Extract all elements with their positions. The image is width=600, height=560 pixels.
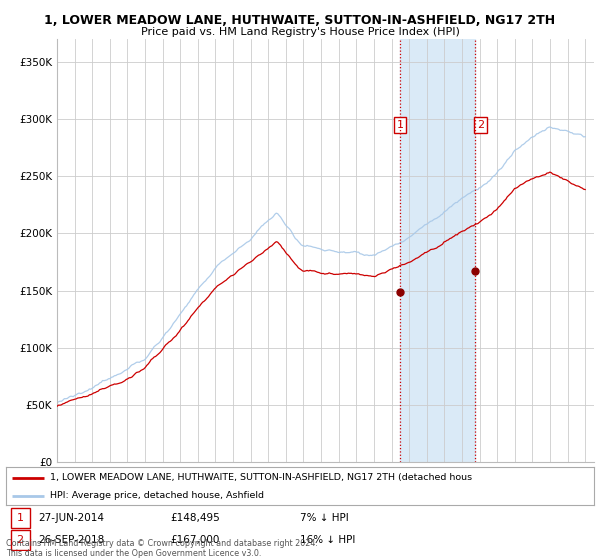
Text: 1: 1	[17, 514, 23, 523]
Text: 7% ↓ HPI: 7% ↓ HPI	[300, 514, 349, 523]
FancyBboxPatch shape	[11, 530, 29, 550]
Text: Contains HM Land Registry data © Crown copyright and database right 2024.
This d: Contains HM Land Registry data © Crown c…	[6, 539, 318, 558]
Text: Price paid vs. HM Land Registry's House Price Index (HPI): Price paid vs. HM Land Registry's House …	[140, 27, 460, 37]
Text: 2: 2	[17, 535, 23, 545]
Text: HPI: Average price, detached house, Ashfield: HPI: Average price, detached house, Ashf…	[50, 491, 264, 500]
Text: 1: 1	[397, 120, 404, 130]
Text: £148,495: £148,495	[170, 514, 220, 523]
Text: 27-JUN-2014: 27-JUN-2014	[38, 514, 104, 523]
Text: 2: 2	[476, 120, 484, 130]
Text: £167,000: £167,000	[170, 535, 220, 545]
Text: 16% ↓ HPI: 16% ↓ HPI	[300, 535, 355, 545]
FancyBboxPatch shape	[11, 508, 29, 528]
Bar	[400, 39, 475, 462]
Text: 26-SEP-2018: 26-SEP-2018	[38, 535, 104, 545]
Text: 1, LOWER MEADOW LANE, HUTHWAITE, SUTTON-IN-ASHFIELD, NG17 2TH: 1, LOWER MEADOW LANE, HUTHWAITE, SUTTON-…	[44, 14, 556, 27]
Text: 1, LOWER MEADOW LANE, HUTHWAITE, SUTTON-IN-ASHFIELD, NG17 2TH (detached hous: 1, LOWER MEADOW LANE, HUTHWAITE, SUTTON-…	[50, 473, 472, 482]
